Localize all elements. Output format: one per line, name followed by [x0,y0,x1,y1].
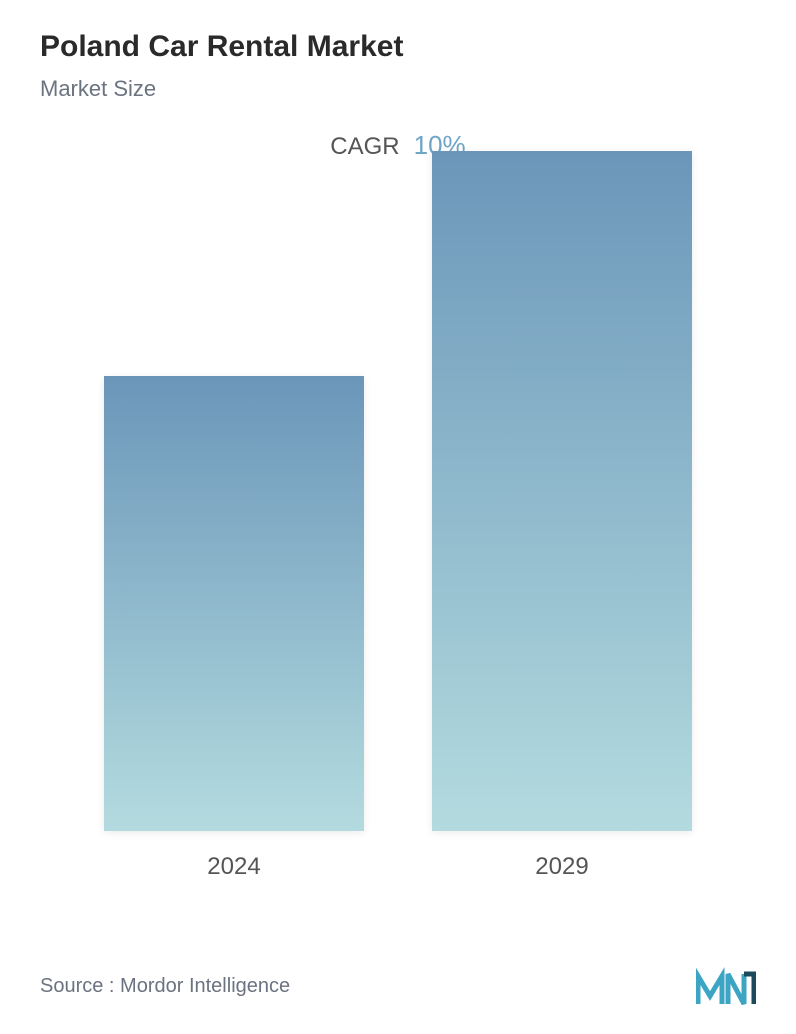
bar-label: 2029 [535,853,588,881]
cagr-label: CAGR [330,133,399,161]
bar-label: 2024 [207,853,260,881]
bar-wrap: 2029 [432,151,692,881]
chart-area: 2024 2029 [40,201,756,881]
source-text: Source : Mordor Intelligence [40,975,290,998]
chart-subtitle: Market Size [40,76,756,102]
bar-wrap: 2024 [104,376,364,881]
bar [432,151,692,831]
mordor-logo-icon [696,966,756,1006]
bar [104,376,364,831]
chart-title: Poland Car Rental Market [40,30,756,64]
footer: Source : Mordor Intelligence [40,966,756,1006]
